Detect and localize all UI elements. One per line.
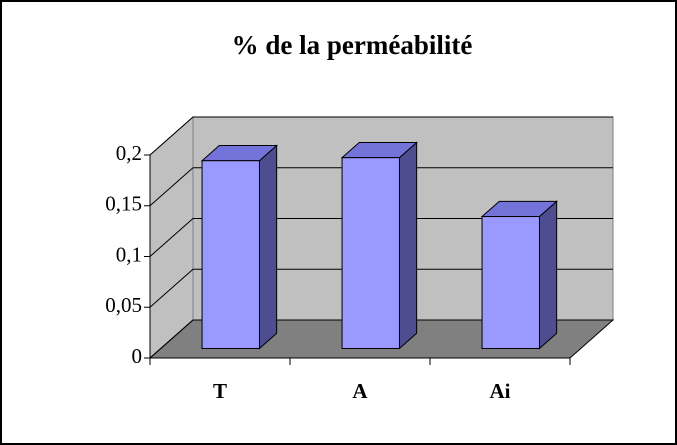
y-tick-label: 0,05: [105, 293, 142, 317]
grid-line: [149, 218, 613, 257]
x-tick-label: A: [352, 379, 368, 403]
grid-line: [149, 116, 613, 156]
y-tick-label: 0,2: [116, 141, 142, 165]
x-tick-label: T: [213, 379, 227, 403]
grid-line: [149, 319, 613, 359]
bar: [481, 216, 540, 349]
bar-side: [398, 141, 418, 350]
x-tick-label: Ai: [490, 379, 511, 403]
y-tick-label: 0,15: [105, 192, 142, 216]
bar: [341, 157, 400, 349]
bar: [201, 160, 260, 349]
grid-line: [149, 268, 613, 308]
y-tick-label: 0: [132, 344, 143, 368]
chart-title: % de la perméabilité: [232, 30, 473, 60]
bar-side: [258, 144, 278, 350]
bar-side: [538, 200, 558, 350]
y-tick-label: 0,1: [116, 242, 142, 266]
grid-line: [149, 167, 613, 207]
